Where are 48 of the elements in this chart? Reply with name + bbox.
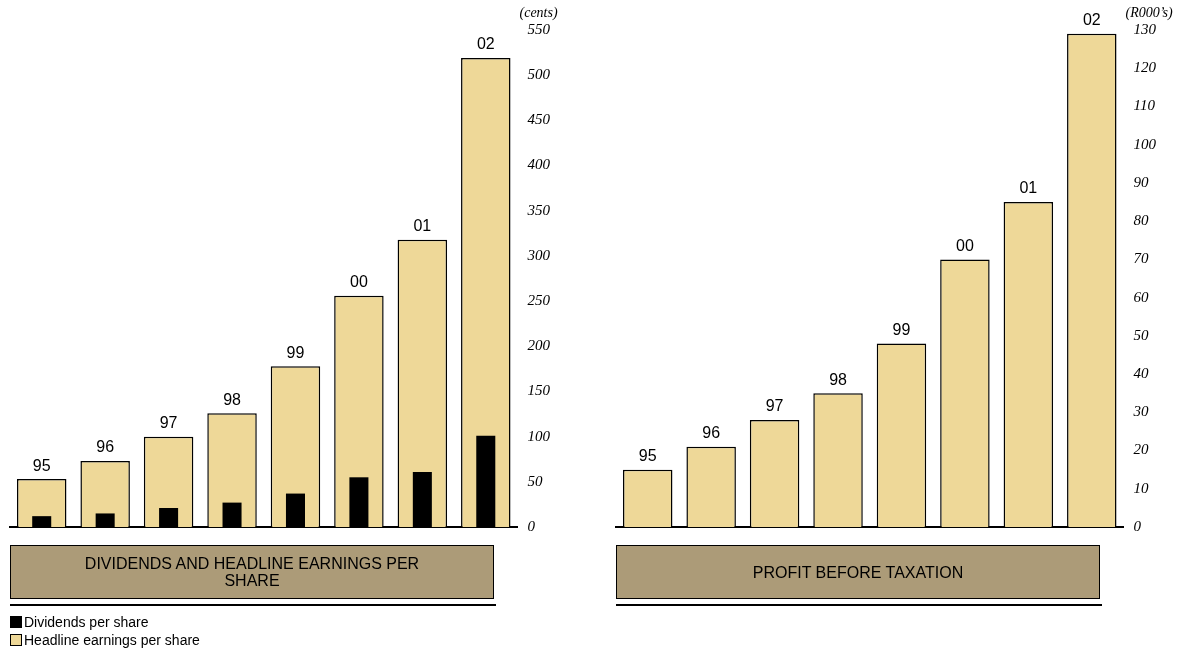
y-tick-label: 130 (1133, 20, 1157, 37)
y-tick-label: 90 (1133, 173, 1149, 190)
y-tick-label: 80 (1133, 212, 1149, 229)
x-tick-label: 97 (159, 414, 178, 432)
y-tick-label: 60 (1133, 288, 1149, 305)
y-tick-label: 300 (526, 246, 551, 263)
x-tick-label: 98 (829, 370, 848, 388)
y-tick-label: 50 (527, 472, 543, 489)
y-tick-label: 350 (526, 201, 551, 218)
y-tick-label: 40 (1133, 365, 1149, 382)
x-tick-label: 01 (1019, 179, 1038, 197)
y-tick-label: 550 (527, 20, 551, 37)
y-tick-label: 70 (1133, 250, 1149, 267)
y-tick-label: 250 (527, 292, 551, 309)
x-tick-label: 02 (1082, 11, 1101, 29)
x-tick-label: 00 (956, 236, 974, 254)
text: PROFIT BEFORE TAXATION (616, 545, 1100, 599)
text: DIVIDENDS AND HEADLINE EARNINGS PER SHARE (10, 545, 494, 599)
y-tick-label: 100 (527, 427, 551, 444)
y-axis-title: (R000’s) (1125, 4, 1174, 21)
x-tick-label: 02 (476, 35, 495, 53)
legend-label: Dividends per share (24, 614, 149, 630)
y-tick-label: 10 (1133, 479, 1149, 496)
x-tick-label: 99 (286, 343, 305, 361)
y-tick-label: 20 (1133, 441, 1149, 458)
y-tick-label: 0 (1133, 517, 1142, 534)
x-tick-label: 95 (638, 447, 657, 465)
x-tick-label: 00 (350, 273, 368, 291)
y-tick-label: 30 (1132, 403, 1149, 420)
x-tick-label: 99 (892, 320, 911, 338)
y-tick-label: 150 (527, 382, 551, 399)
x-tick-label: 96 (702, 424, 721, 442)
legend-label: Headline earnings per share (24, 632, 200, 648)
y-tick-label: 120 (1133, 59, 1157, 76)
y-tick-label: 200 (527, 337, 551, 354)
x-tick-label: 95 (32, 456, 51, 474)
y-tick-label: 450 (527, 111, 551, 128)
y-axis-title: (cents) (519, 4, 558, 21)
y-tick-label: 100 (1133, 135, 1157, 152)
x-tick-label: 96 (96, 438, 115, 456)
x-tick-label: 01 (413, 217, 432, 235)
y-tick-label: 0 (527, 517, 536, 534)
x-tick-label: 98 (223, 390, 242, 408)
y-tick-label: 110 (1133, 97, 1156, 114)
y-tick-label: 400 (527, 156, 551, 173)
y-tick-label: 500 (527, 66, 551, 83)
x-tick-label: 97 (765, 397, 784, 415)
y-tick-label: 50 (1133, 326, 1149, 343)
